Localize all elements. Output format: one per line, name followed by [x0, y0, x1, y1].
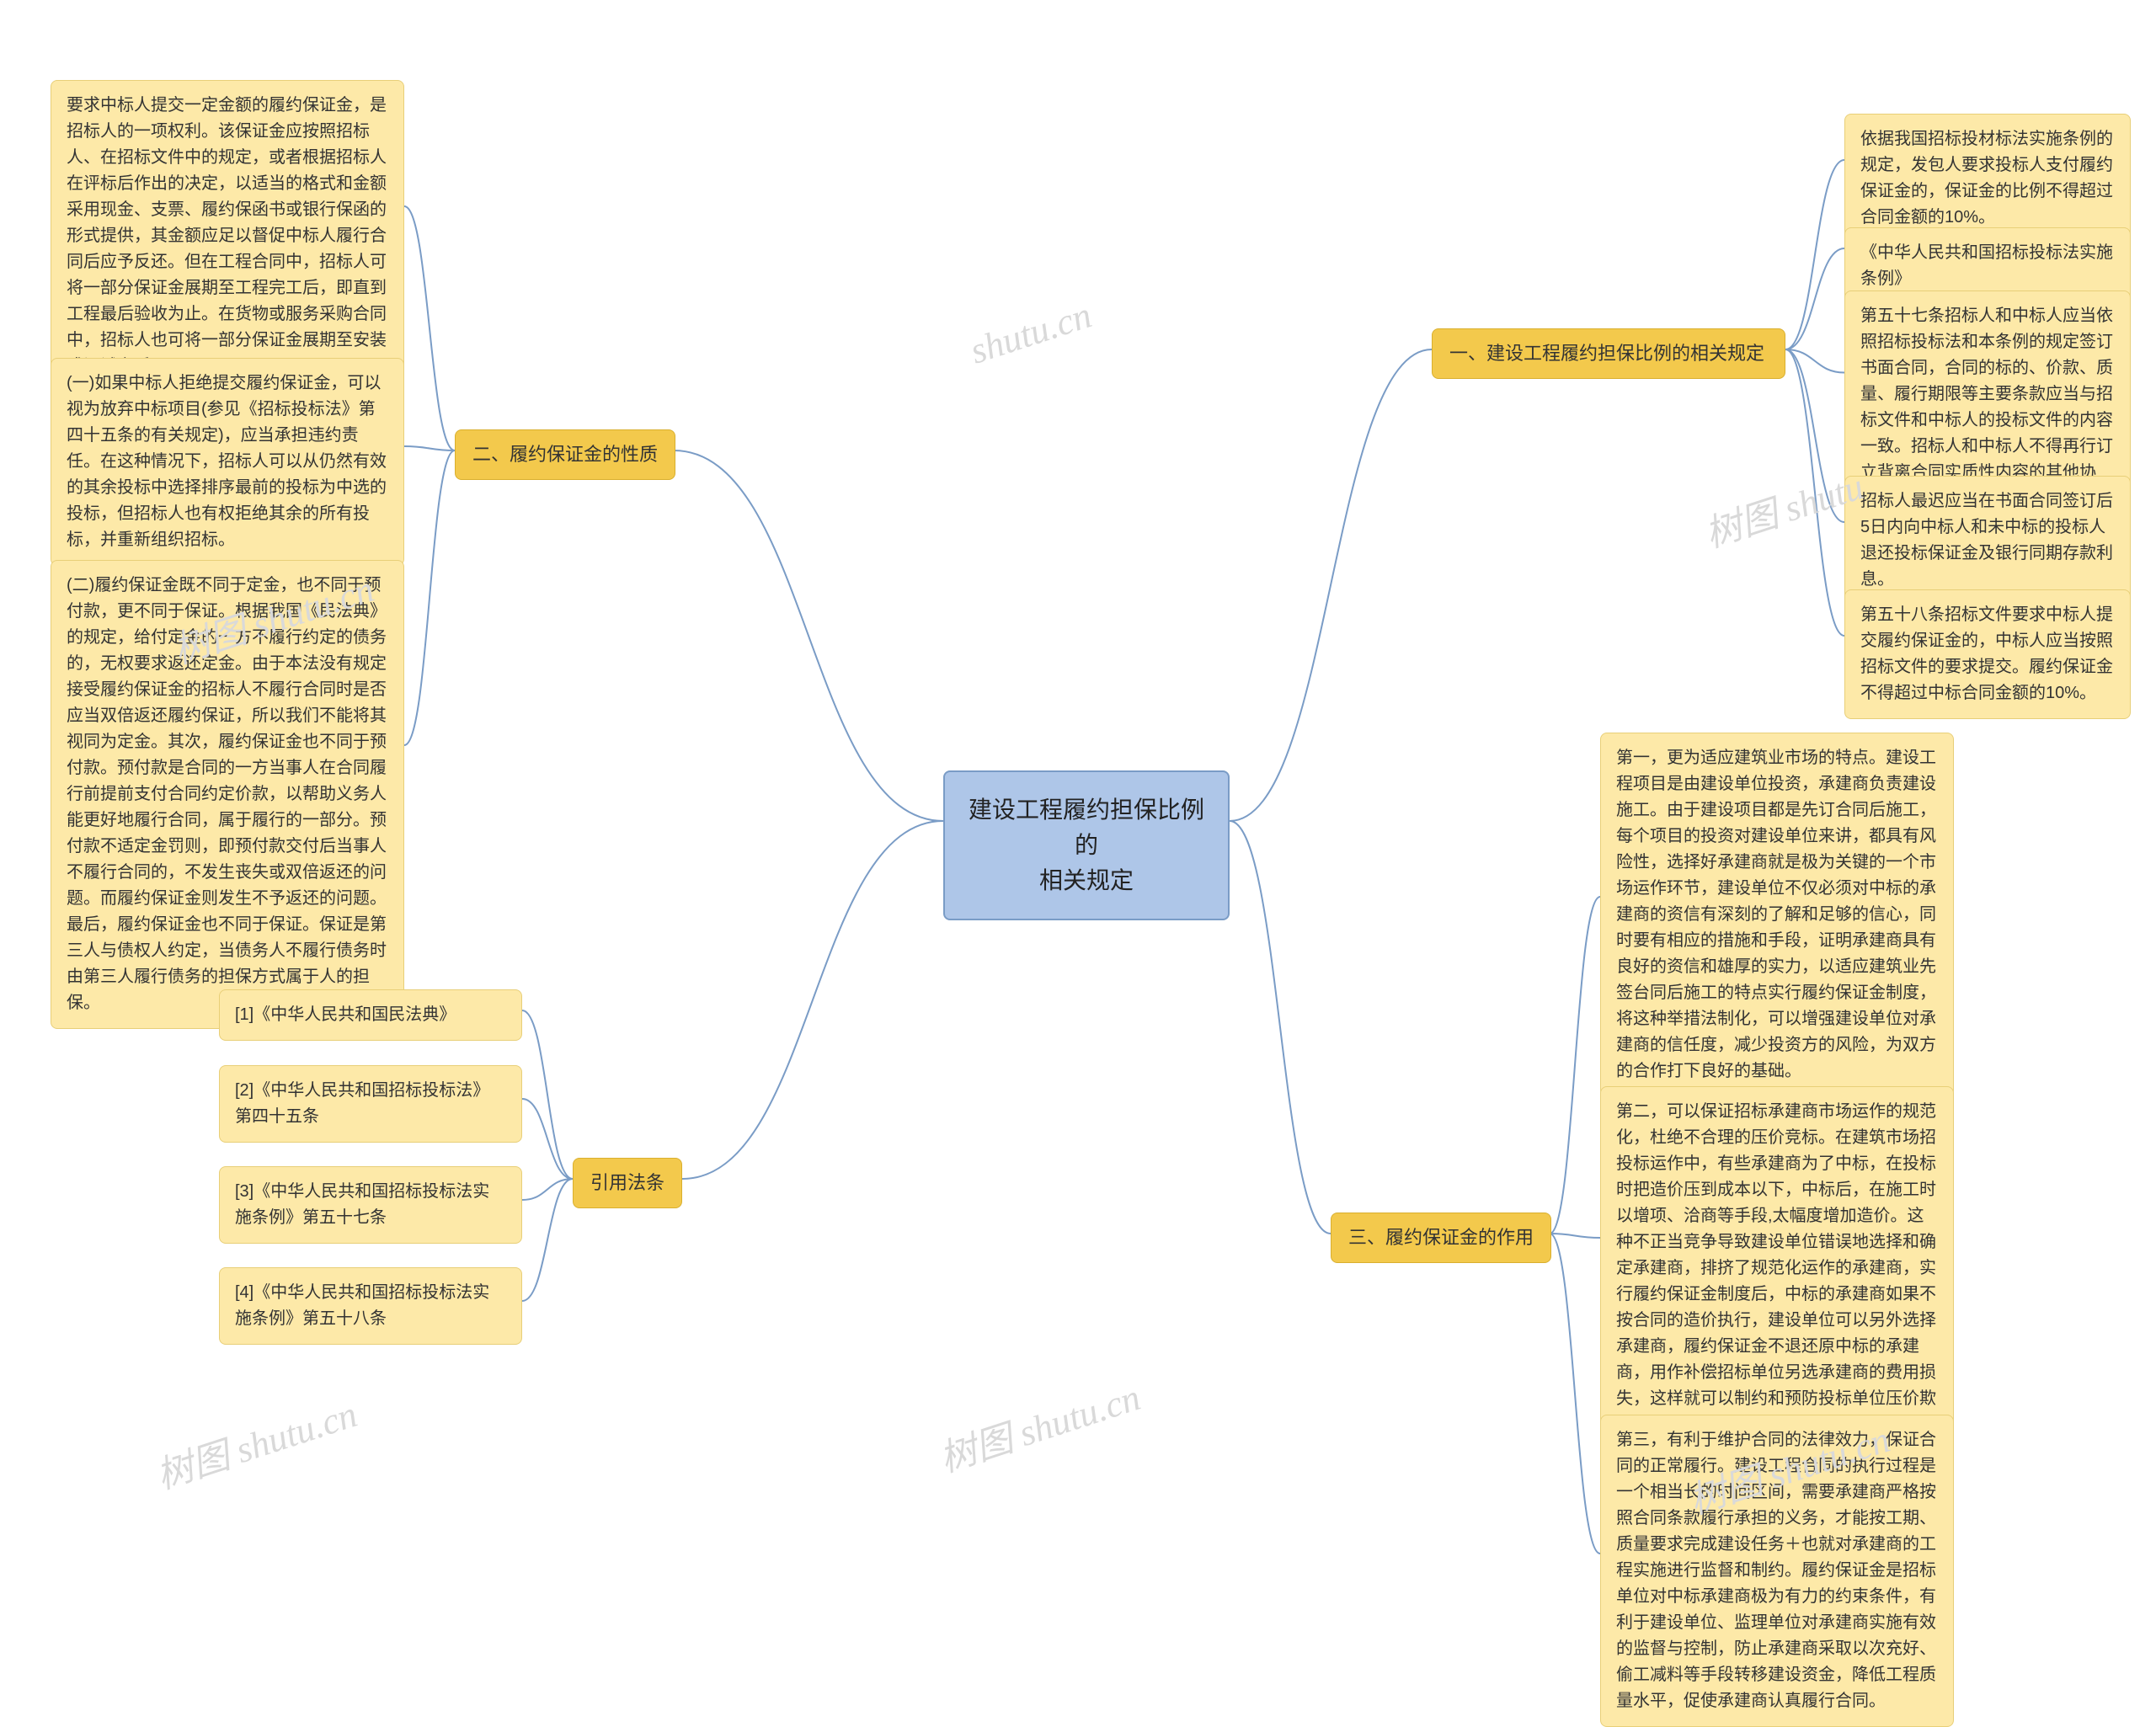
leaf-text: 依据我国招标投材标法实施条例的规定，发包人要求投标人支付履约保证金的，保证金的比… — [1860, 130, 2113, 227]
leaf-node: 依据我国招标投材标法实施条例的规定，发包人要求投标人支付履约保证金的，保证金的比… — [1844, 114, 2131, 243]
watermark-text: shutu.cn — [965, 294, 1097, 371]
branch-label: 三、履约保证金的作用 — [1348, 1227, 1534, 1248]
watermark-text: 树图 shutu — [1700, 466, 1869, 556]
leaf-text: 第五十八条招标文件要求中标人提交履约保证金的，中标人应当按照招标文件的要求提交。… — [1860, 605, 2113, 702]
leaf-node: [1]《中华人民共和国民法典》 — [219, 989, 522, 1041]
branch-label: 引用法条 — [590, 1172, 664, 1193]
leaf-node: 第二，可以保证招标承建商市场运作的规范化，杜绝不合理的压价竞标。在建筑市场招投标… — [1600, 1086, 1954, 1451]
leaf-node: 第五十八条招标文件要求中标人提交履约保证金的，中标人应当按照招标文件的要求提交。… — [1844, 589, 2131, 719]
branch-node: 一、建设工程履约担保比例的相关规定 — [1432, 328, 1785, 379]
leaf-node: 第一，更为适应建筑业市场的特点。建设工程项目是由建设单位投资，承建商负责建设施工… — [1600, 733, 1954, 1097]
leaf-node: [3]《中华人民共和国招标投标法实施条例》第五十七条 — [219, 1166, 522, 1244]
branch-node: 引用法条 — [573, 1158, 682, 1208]
watermark: 树图 shutu.cn — [148, 1383, 363, 1499]
center-node: 建设工程履约担保比例的相关规定 — [943, 770, 1230, 920]
leaf-text: 第一，更为适应建筑业市场的特点。建设工程项目是由建设单位投资，承建商负责建设施工… — [1616, 749, 1936, 1080]
watermark-text: 树图 shutu.cn — [935, 1377, 1145, 1480]
leaf-text: (一)如果中标人拒绝提交履约保证金，可以视为放弃中标项目(参见《招标投标法》第四… — [67, 374, 387, 549]
branch-label: 一、建设工程履约担保比例的相关规定 — [1449, 343, 1764, 364]
leaf-text: 要求中标人提交一定金额的履约保证金，是招标人的一项权利。该保证金应按照招标人、在… — [67, 96, 387, 376]
leaf-text: 招标人最迟应当在书面合同签订后5日内向中标人和未中标的投标人退还投标保证金及银行… — [1860, 492, 2113, 589]
leaf-text: [1]《中华人民共和国民法典》 — [235, 1005, 456, 1024]
leaf-text: [2]《中华人民共和国招标投标法》第四十五条 — [235, 1081, 489, 1126]
watermark: 树图 shutu — [1697, 456, 1870, 558]
branch-node: 二、履约保证金的性质 — [455, 429, 675, 480]
leaf-node: [2]《中华人民共和国招标投标法》第四十五条 — [219, 1065, 522, 1143]
leaf-node: 要求中标人提交一定金额的履约保证金，是招标人的一项权利。该保证金应按照招标人、在… — [51, 80, 404, 392]
center-text: 建设工程履约担保比例的相关规定 — [969, 797, 1204, 893]
leaf-text: 第二，可以保证招标承建商市场运作的规范化，杜绝不合理的压价竞标。在建筑市场招投标… — [1616, 1102, 1936, 1434]
watermark-text: 树图 shutu.cn — [152, 1394, 362, 1497]
branch-node: 三、履约保证金的作用 — [1331, 1213, 1551, 1263]
watermark: 树图 shutu.cn — [931, 1367, 1146, 1482]
leaf-node: (一)如果中标人拒绝提交履约保证金，可以视为放弃中标项目(参见《招标投标法》第四… — [51, 358, 404, 566]
leaf-text: [4]《中华人民共和国招标投标法实施条例》第五十八条 — [235, 1283, 489, 1328]
leaf-node: [4]《中华人民共和国招标投标法实施条例》第五十八条 — [219, 1267, 522, 1345]
watermark: shutu.cn — [965, 293, 1097, 372]
leaf-node: 招标人最迟应当在书面合同签订后5日内向中标人和未中标的投标人退还投标保证金及银行… — [1844, 476, 2131, 605]
branch-label: 二、履约保证金的性质 — [472, 444, 658, 465]
leaf-text: 《中华人民共和国招标投标法实施条例》 — [1860, 243, 2113, 288]
leaf-text: [3]《中华人民共和国招标投标法实施条例》第五十七条 — [235, 1182, 489, 1227]
